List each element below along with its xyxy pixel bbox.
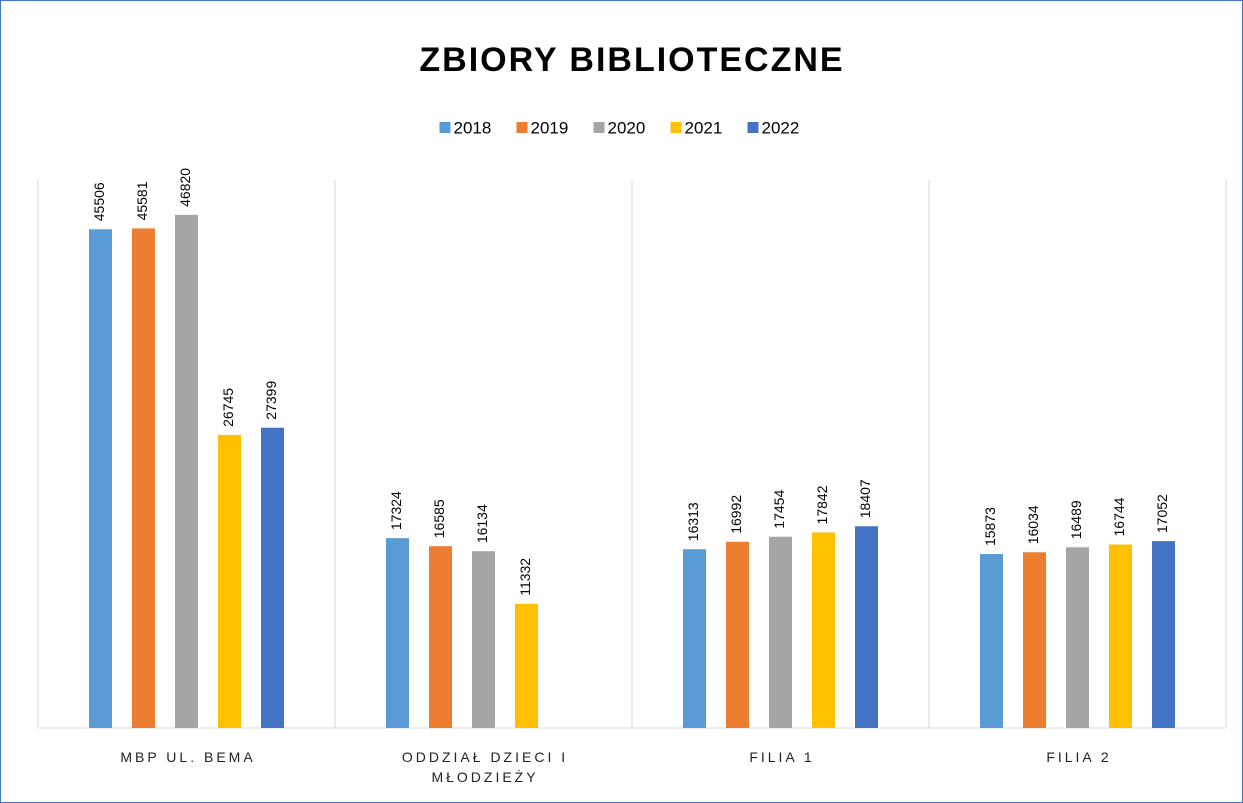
data-label: 16744	[1111, 497, 1127, 536]
bar	[769, 536, 792, 728]
legend-swatch	[439, 122, 451, 133]
bar	[1066, 547, 1089, 728]
chart-title: ZBIORY BIBLIOTECZNE	[419, 41, 844, 79]
bar	[175, 214, 198, 729]
bar	[429, 546, 452, 728]
bar	[726, 541, 749, 728]
data-label: 16313	[685, 502, 701, 541]
legend-swatch	[593, 122, 605, 133]
bar	[683, 549, 706, 728]
bar	[812, 532, 835, 728]
legend-swatch	[516, 122, 528, 133]
data-label: 16034	[1025, 505, 1041, 544]
legend-label: 2018	[454, 118, 492, 137]
legend-label: 2022	[762, 118, 800, 137]
bar	[1152, 541, 1175, 728]
data-label: 18407	[857, 479, 873, 518]
data-label: 46820	[177, 168, 193, 207]
data-label: 17324	[388, 491, 404, 530]
bar	[980, 554, 1003, 728]
bar	[1023, 552, 1046, 728]
data-label: 26745	[220, 388, 236, 427]
legend-label: 2021	[685, 118, 723, 137]
data-label: 15873	[982, 507, 998, 546]
x-tick-label: FILIA 2	[1046, 749, 1112, 765]
bar	[89, 229, 112, 728]
data-label: 11332	[517, 558, 533, 596]
bar	[855, 526, 878, 728]
legend-swatch	[670, 122, 682, 133]
data-label: 16992	[728, 495, 744, 534]
data-label: 16489	[1068, 500, 1084, 539]
bar	[132, 228, 155, 728]
legend-swatch	[747, 122, 759, 133]
bar	[1109, 544, 1132, 728]
bar	[218, 434, 241, 728]
legend-label: 2020	[608, 118, 646, 137]
data-label: 16134	[474, 504, 490, 543]
x-tick-label: MBP UL. BEMA	[120, 749, 256, 765]
bar	[386, 538, 409, 728]
x-tick-label: FILIA 1	[749, 749, 815, 765]
data-label: 17052	[1154, 494, 1170, 533]
legend-label: 2019	[531, 118, 569, 137]
data-label: 16585	[431, 499, 447, 538]
data-label: 45581	[134, 181, 150, 220]
bar	[515, 603, 538, 728]
data-label: 17842	[814, 485, 830, 524]
data-label: 17454	[771, 490, 787, 529]
data-label: 27399	[263, 381, 279, 420]
x-tick-label: ODDZIAŁ DZIECI I MŁODZIEŻY	[401, 749, 569, 785]
data-label: 45506	[91, 182, 107, 221]
bar	[472, 551, 495, 728]
bar	[261, 427, 284, 728]
